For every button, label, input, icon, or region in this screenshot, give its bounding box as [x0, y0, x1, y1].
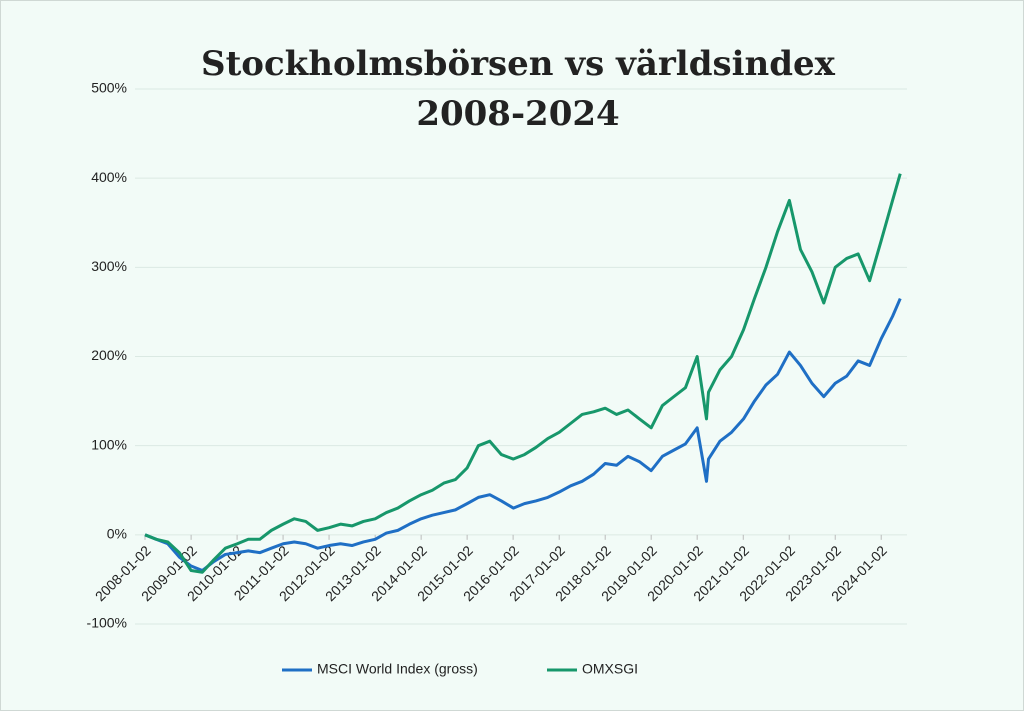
y-tick-label: 400% — [91, 169, 127, 185]
line-series — [144, 297, 902, 572]
y-tick-label: 100% — [91, 436, 127, 452]
y-tick-label: 300% — [91, 258, 127, 274]
legend-label: MSCI World Index (gross) — [317, 661, 478, 677]
legend-label: OMXSGI — [582, 661, 638, 677]
y-tick-label: 0% — [107, 526, 127, 542]
y-tick-label: 200% — [91, 347, 127, 363]
chart-title: Stockholmsbörsen vs världsindex — [201, 44, 836, 84]
line-series — [144, 173, 902, 574]
y-tick-label: -100% — [87, 615, 127, 631]
y-tick-label: 500% — [91, 80, 127, 96]
chart-title: 2008-2024 — [416, 94, 619, 134]
